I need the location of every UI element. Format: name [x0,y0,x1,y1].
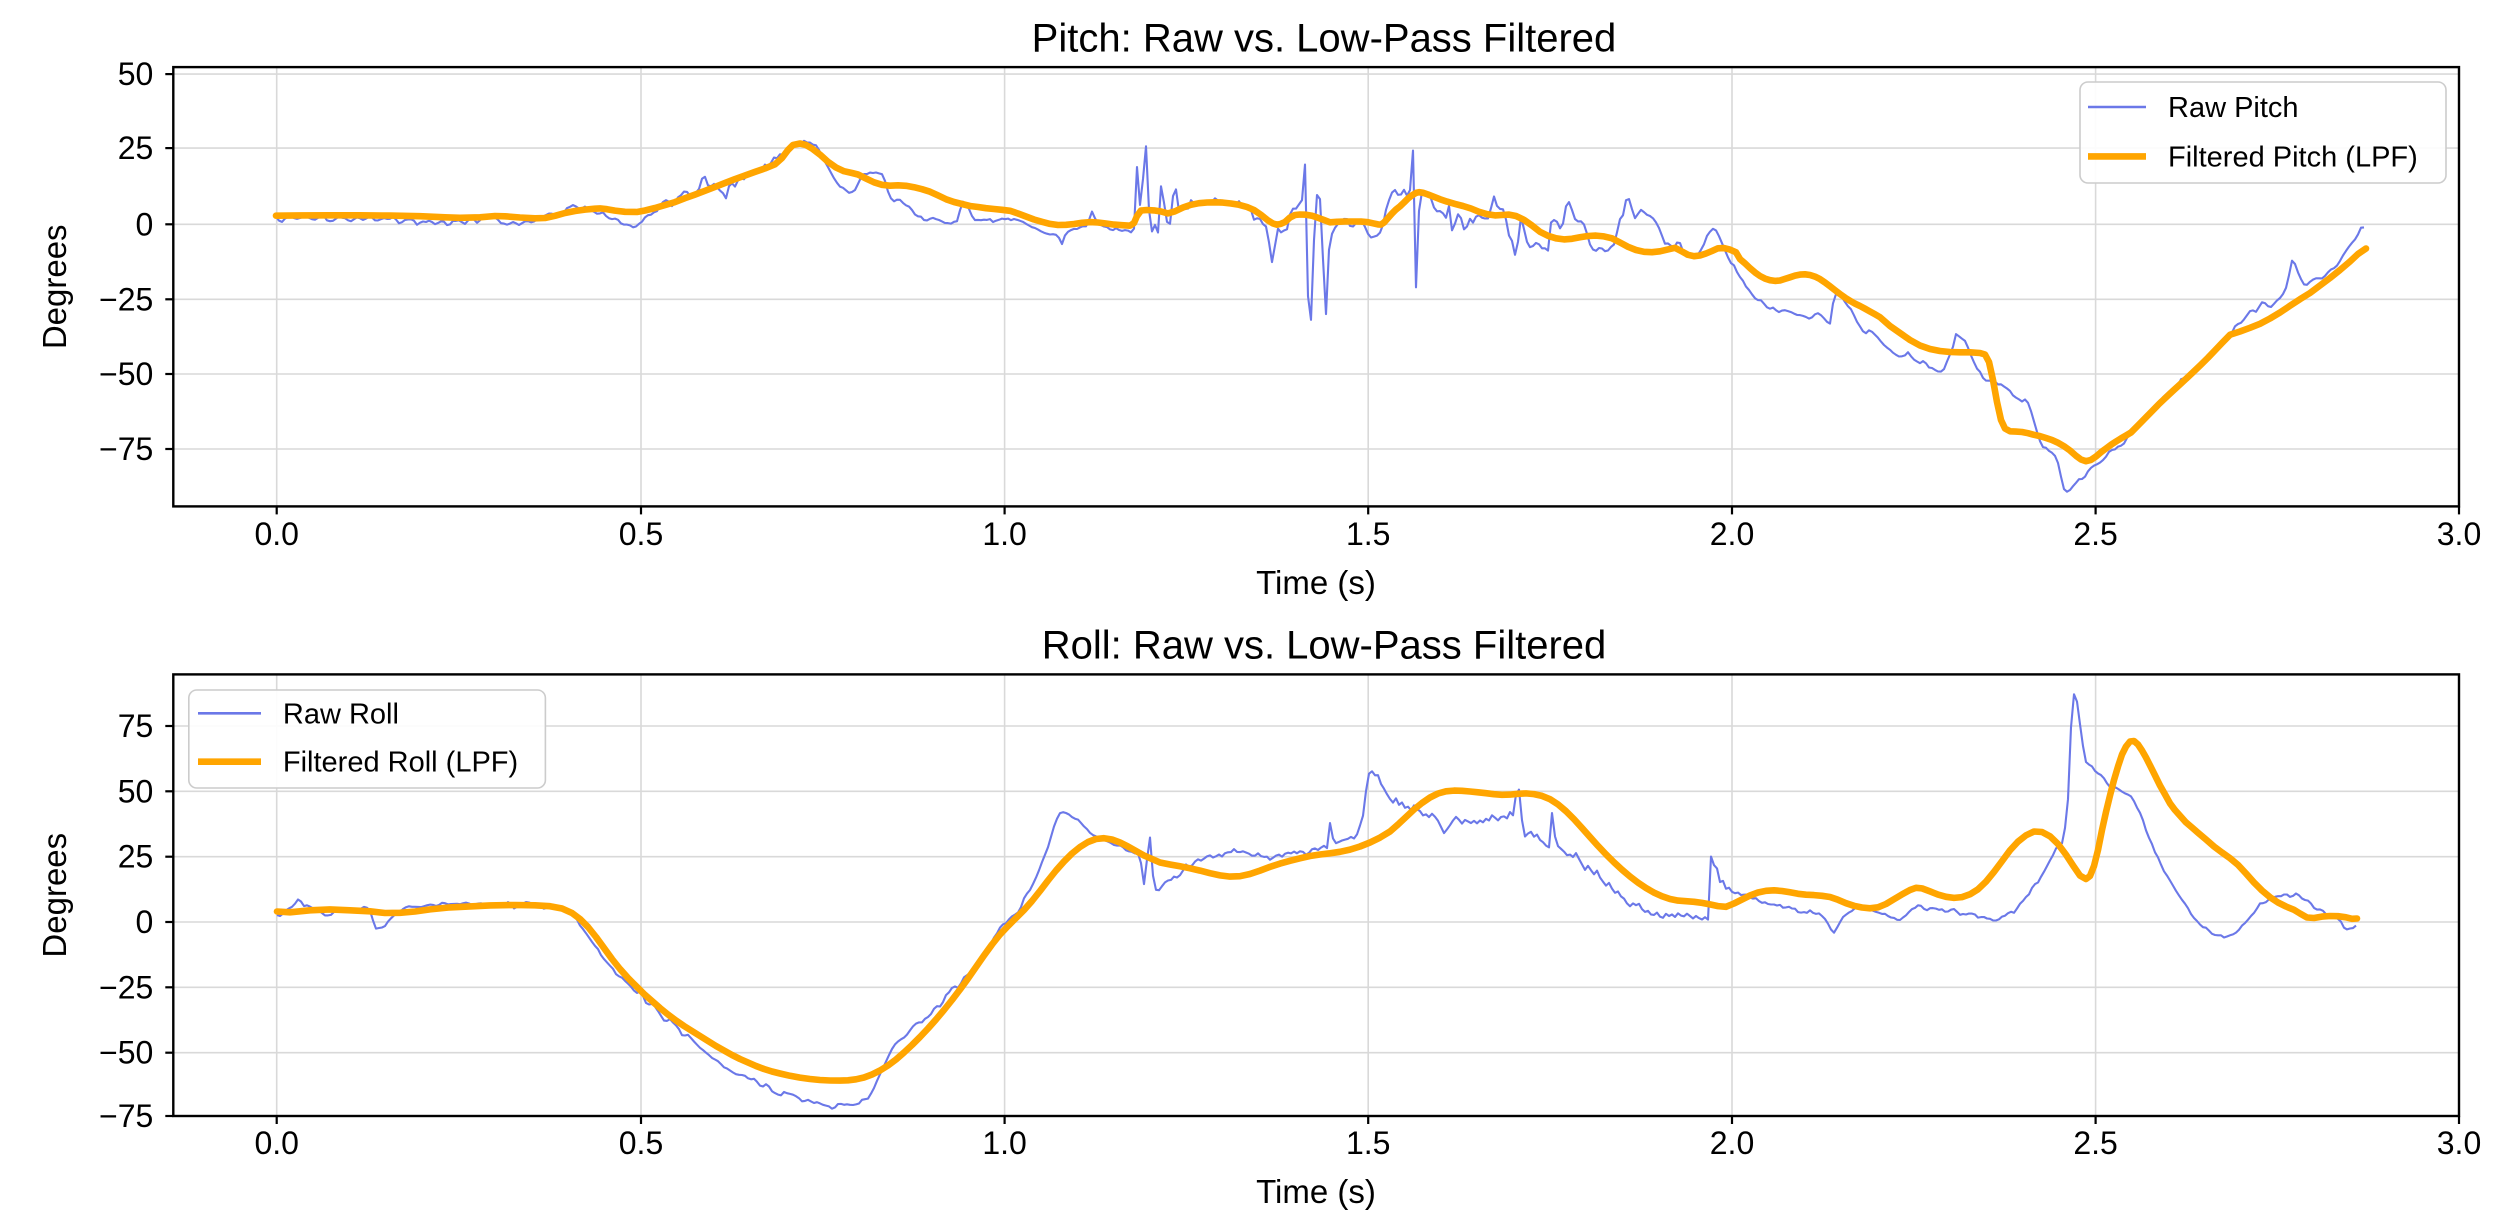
svg-text:−50: −50 [99,1035,153,1071]
svg-text:Time (s): Time (s) [1256,1173,1376,1210]
svg-text:25: 25 [118,130,154,166]
svg-text:0.0: 0.0 [254,516,298,552]
svg-text:0: 0 [136,206,154,242]
svg-text:1.0: 1.0 [982,516,1026,552]
svg-text:Time (s): Time (s) [1256,564,1376,601]
svg-text:50: 50 [118,56,154,92]
svg-text:2.0: 2.0 [1710,516,1754,552]
svg-text:Pitch: Raw vs. Low-Pass Filter: Pitch: Raw vs. Low-Pass Filtered [1032,17,1617,61]
svg-text:−25: −25 [99,281,153,317]
svg-text:3.0: 3.0 [2437,1125,2481,1161]
svg-text:Roll: Raw vs. Low-Pass Filtere: Roll: Raw vs. Low-Pass Filtered [1042,624,1607,668]
svg-text:75: 75 [118,708,154,744]
svg-text:Degrees: Degrees [36,224,73,349]
svg-text:−25: −25 [99,969,153,1005]
svg-text:0.5: 0.5 [619,1125,663,1161]
svg-text:0.5: 0.5 [619,516,663,552]
svg-text:−50: −50 [99,356,153,392]
svg-text:50: 50 [118,773,154,809]
svg-text:2.5: 2.5 [2073,1125,2117,1161]
svg-text:Filtered Pitch (LPF): Filtered Pitch (LPF) [2168,141,2418,173]
svg-text:3.0: 3.0 [2437,516,2481,552]
svg-text:Filtered Roll (LPF): Filtered Roll (LPF) [283,747,518,779]
svg-text:25: 25 [118,839,154,875]
svg-text:Degrees: Degrees [36,833,73,958]
svg-text:Raw Pitch: Raw Pitch [2168,92,2299,124]
svg-text:0.0: 0.0 [254,1125,298,1161]
svg-text:−75: −75 [99,1098,153,1134]
svg-text:0: 0 [136,904,154,940]
svg-text:−75: −75 [99,431,153,467]
svg-text:1.5: 1.5 [1346,516,1390,552]
svg-text:1.0: 1.0 [982,1125,1026,1161]
svg-text:1.5: 1.5 [1346,1125,1390,1161]
svg-text:2.5: 2.5 [2073,516,2117,552]
svg-text:Raw Roll: Raw Roll [283,698,399,730]
svg-text:2.0: 2.0 [1710,1125,1754,1161]
